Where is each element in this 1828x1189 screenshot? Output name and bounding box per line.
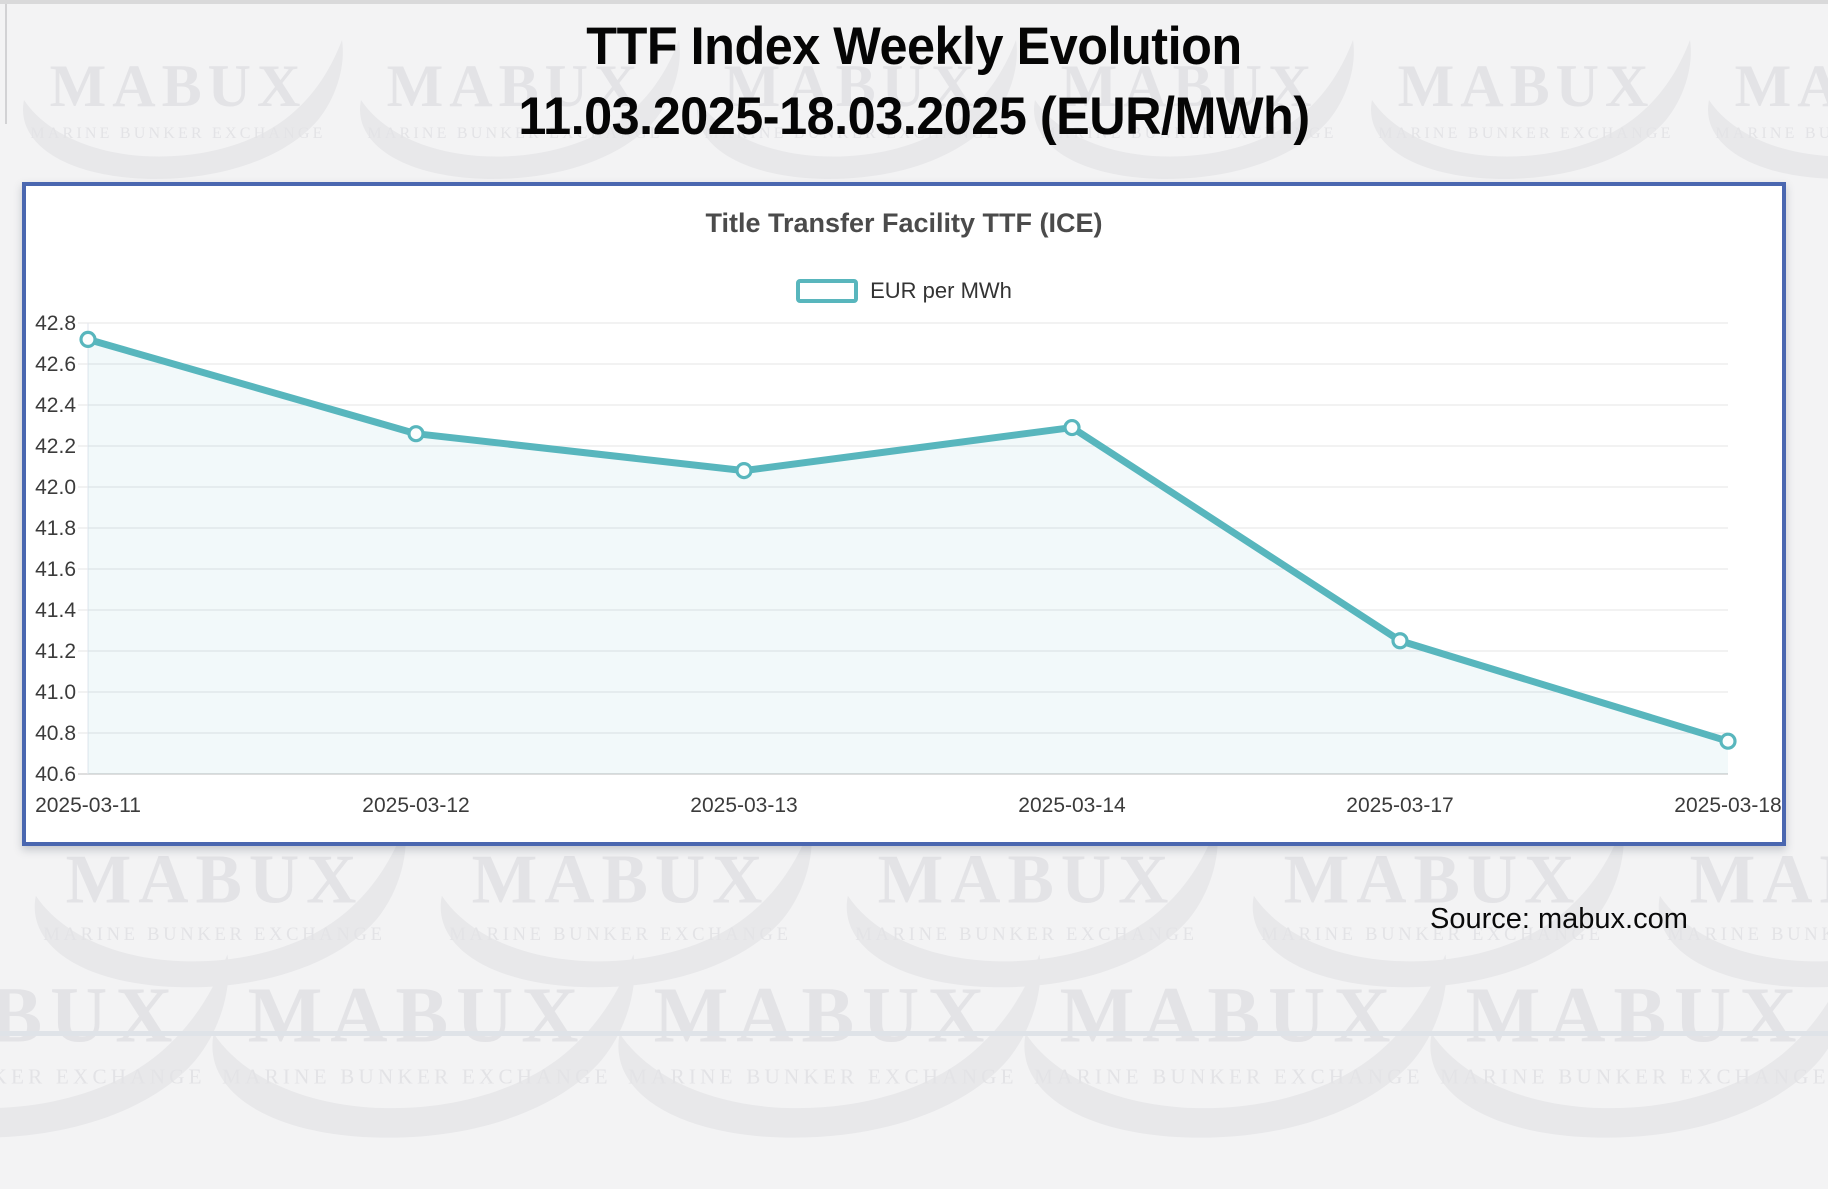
watermark-subtitle: MARINE BUNKER EXCHANGE xyxy=(30,125,325,142)
data-point-marker xyxy=(79,330,97,348)
window-left-edge xyxy=(5,4,7,124)
data-point-marker xyxy=(735,462,753,480)
y-tick-label: 41.0 xyxy=(35,681,76,704)
watermark-subtitle: MARINE BUNKER EXCHANGE xyxy=(1667,924,1828,945)
watermark-swoosh-icon xyxy=(440,826,812,988)
watermark-subtitle: MARINE BUNKER EXCHANGE xyxy=(704,125,999,142)
mabux-watermark: MABUX MARINE BUNKER EXCHANGE xyxy=(8,796,426,1028)
data-point-marker xyxy=(1719,732,1737,750)
chart-card: Title Transfer Facility TTF (ICE) EUR pe… xyxy=(22,182,1786,846)
x-tick-label: 2025-03-18 xyxy=(1674,794,1781,817)
x-tick-label: 2025-03-11 xyxy=(35,794,141,817)
watermark-swoosh-icon xyxy=(1034,40,1354,179)
watermark-brand: MABUX xyxy=(1690,842,1828,919)
watermark-subtitle: MARINE BUNKER EXCHANGE xyxy=(1035,1065,1425,1089)
watermark-brand: MABUX xyxy=(66,842,364,919)
data-point-marker xyxy=(1063,418,1081,437)
watermark-brand: MABUX xyxy=(878,842,1176,919)
page-title-line1: TTF Index Weekly Evolution xyxy=(586,17,1242,76)
window-top-edge xyxy=(0,0,1828,4)
watermark-subtitle: MARINE BUNKER EXCHANGE xyxy=(1261,924,1603,945)
watermark-brand: MABUX xyxy=(248,971,587,1059)
watermark-brand: MABUX xyxy=(387,53,644,119)
watermark-brand: MABUX xyxy=(0,971,181,1059)
y-tick-label: 41.4 xyxy=(35,599,76,622)
y-tick-label: 42.2 xyxy=(35,435,76,458)
watermark-subtitle: MARINE BUNKER EXCHANGE xyxy=(1715,125,1828,142)
mabux-watermark: MABUX MARINE BUNKER EXCHANGE xyxy=(994,920,1469,1184)
watermark-subtitle: MARINE BUNKER EXCHANGE xyxy=(449,924,791,945)
watermark-swoosh-icon xyxy=(23,40,343,179)
watermark-brand: MABUX xyxy=(654,971,993,1059)
watermark-subtitle: MARINE BUNKER EXCHANGE xyxy=(1441,1065,1828,1089)
watermark-swoosh-icon xyxy=(846,826,1218,988)
watermark-brand: MABUX xyxy=(50,53,307,119)
x-tick-label: 2025-03-12 xyxy=(362,794,469,817)
chart-title: Title Transfer Facility TTF (ICE) xyxy=(705,208,1103,238)
mabux-watermark: MABUX MARINE BUNKER EXCHANGE xyxy=(1400,920,1828,1184)
area-fill xyxy=(88,339,1728,774)
y-tick-label: 42.4 xyxy=(35,394,76,417)
y-tick-label: 40.8 xyxy=(35,722,76,745)
watermark-brand: MABUX xyxy=(472,842,770,919)
mabux-watermark: MABUX MARINE BUNKER EXCHANGE xyxy=(1685,14,1828,214)
legend-swatch-icon[interactable] xyxy=(796,279,859,303)
mabux-watermark: MABUX MARINE BUNKER EXCHANGE xyxy=(1226,796,1644,1028)
x-tick-label: 2025-03-17 xyxy=(1346,794,1453,817)
mabux-watermark: MABUX MARINE BUNKER EXCHANGE xyxy=(1011,14,1371,214)
y-tick-label: 41.8 xyxy=(35,517,76,540)
watermark-subtitle: MARINE BUNKER EXCHANGE xyxy=(629,1065,1019,1089)
y-tick-label: 41.6 xyxy=(35,558,76,581)
source-credit: Source: mabux.com xyxy=(1430,903,1688,935)
series-line xyxy=(84,335,1732,745)
y-tick-label: 41.2 xyxy=(35,640,76,663)
data-point-marker xyxy=(1391,632,1409,650)
watermark-brand: MABUX xyxy=(1735,53,1828,119)
x-tick-label: 2025-03-14 xyxy=(1018,794,1126,817)
watermark-subtitle: MARINE BUNKER EXCHANGE xyxy=(0,1065,206,1089)
watermark-swoosh-icon xyxy=(34,826,406,988)
watermark-subtitle: MARINE BUNKER EXCHANGE xyxy=(223,1065,613,1089)
mabux-watermark: MABUX MARINE BUNKER EXCHANGE xyxy=(0,14,360,214)
watermark-subtitle: MARINE BUNKER EXCHANGE xyxy=(1378,125,1673,142)
watermark-brand: MABUX xyxy=(724,53,981,119)
page-title: TTF Index Weekly Evolution 11.03.2025-18… xyxy=(46,12,1783,152)
window-bottom-edge xyxy=(0,1031,1828,1036)
mabux-watermark: MABUX MARINE BUNKER EXCHANGE xyxy=(820,796,1238,1028)
watermark-brand: MABUX xyxy=(1398,53,1655,119)
watermark-swoosh-icon xyxy=(697,40,1017,179)
x-tick-label: 2025-03-13 xyxy=(690,794,797,817)
mabux-watermark: MABUX MARINE BUNKER EXCHANGE xyxy=(674,14,1034,214)
watermark-brand: MABUX xyxy=(1060,971,1399,1059)
y-tick-label: 42.8 xyxy=(35,312,76,335)
watermark-swoosh-icon xyxy=(1371,40,1691,179)
mabux-watermark: MABUX MARINE BUNKER EXCHANGE xyxy=(1632,796,1828,1028)
y-tick-label: 42.6 xyxy=(35,353,76,376)
data-point-marker xyxy=(407,425,425,443)
watermark-brand: MABUX xyxy=(1284,842,1582,919)
mabux-watermark: MABUX MARINE BUNKER EXCHANGE xyxy=(337,14,697,214)
y-tick-label: 42.0 xyxy=(35,476,76,499)
mabux-watermark: MABUX MARINE BUNKER EXCHANGE xyxy=(414,796,832,1028)
watermark-brand: MABUX xyxy=(1466,971,1805,1059)
page-title-line2: 11.03.2025-18.03.2025 (EUR/MWh) xyxy=(518,87,1310,146)
legend[interactable]: EUR per MWh xyxy=(26,278,1782,304)
watermark-swoosh-icon xyxy=(1252,826,1624,988)
watermark-swoosh-icon xyxy=(1708,100,1828,179)
watermark-swoosh-icon xyxy=(1658,895,1828,988)
watermark-subtitle: MARINE BUNKER EXCHANGE xyxy=(1041,125,1336,142)
watermark-subtitle: MARINE BUNKER EXCHANGE xyxy=(855,924,1197,945)
plot-svg: 42.8 42.6 42.4 42.2 42.0 41.8 41.6 41.4 41.2 41.0… xyxy=(35,312,1782,817)
watermark-subtitle: MARINE BUNKER EXCHANGE xyxy=(367,125,662,142)
watermark-swoosh-icon xyxy=(360,40,680,179)
mabux-watermark: MABUX MARINE BUNKER EXCHANGE xyxy=(588,920,1063,1184)
mabux-watermark: MABUX MARINE BUNKER EXCHANGE xyxy=(182,920,657,1184)
y-tick-label: 40.6 xyxy=(35,763,76,786)
watermark-subtitle: MARINE BUNKER EXCHANGE xyxy=(43,924,385,945)
watermark-brand: MABUX xyxy=(1061,53,1318,119)
mabux-watermark: MABUX MARINE BUNKER EXCHANGE xyxy=(1348,14,1708,214)
legend-label[interactable]: EUR per MWh xyxy=(870,278,1012,303)
